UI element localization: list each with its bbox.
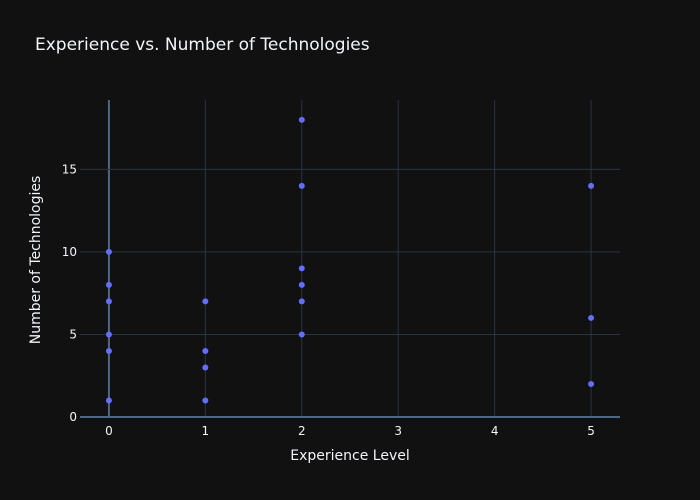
scatter-point[interactable] bbox=[105, 248, 112, 255]
y-axis-title: Number of Technologies bbox=[28, 176, 44, 345]
x-tick-label: 3 bbox=[394, 424, 402, 438]
scatter-point[interactable] bbox=[105, 397, 112, 404]
scatter-point[interactable] bbox=[588, 380, 595, 387]
scatter-point[interactable] bbox=[202, 347, 209, 354]
x-tick-label: 0 bbox=[105, 424, 113, 438]
scatter-point[interactable] bbox=[588, 182, 595, 189]
scatter-point[interactable] bbox=[202, 364, 209, 371]
axis-layer: 0 1 2 3 4 5 0 5 10 15 bbox=[62, 162, 595, 438]
grid-layer bbox=[80, 100, 620, 418]
x-tick-label: 1 bbox=[202, 424, 210, 438]
scatter-point[interactable] bbox=[105, 331, 112, 338]
y-tick-label: 10 bbox=[62, 245, 77, 259]
scatter-point[interactable] bbox=[298, 116, 305, 123]
scatter-point[interactable] bbox=[298, 281, 305, 288]
scatter-point[interactable] bbox=[105, 298, 112, 305]
x-tick-label: 4 bbox=[491, 424, 499, 438]
scatter-point[interactable] bbox=[105, 281, 112, 288]
scatter-point[interactable] bbox=[298, 331, 305, 338]
scatter-point[interactable] bbox=[202, 397, 209, 404]
scatter-point[interactable] bbox=[298, 182, 305, 189]
scatter-point[interactable] bbox=[298, 265, 305, 272]
scatter-point[interactable] bbox=[202, 298, 209, 305]
scatter-point[interactable] bbox=[588, 314, 595, 321]
x-tick-label: 2 bbox=[298, 424, 306, 438]
x-axis-title: Experience Level bbox=[290, 448, 409, 464]
scatter-point[interactable] bbox=[298, 298, 305, 305]
y-tick-label: 15 bbox=[62, 162, 77, 176]
points-layer bbox=[105, 116, 595, 404]
scatter-point[interactable] bbox=[105, 347, 112, 354]
chart-title: Experience vs. Number of Technologies bbox=[35, 35, 370, 55]
y-tick-label: 5 bbox=[69, 327, 77, 341]
y-tick-label: 0 bbox=[69, 410, 77, 424]
x-tick-label: 5 bbox=[587, 424, 595, 438]
